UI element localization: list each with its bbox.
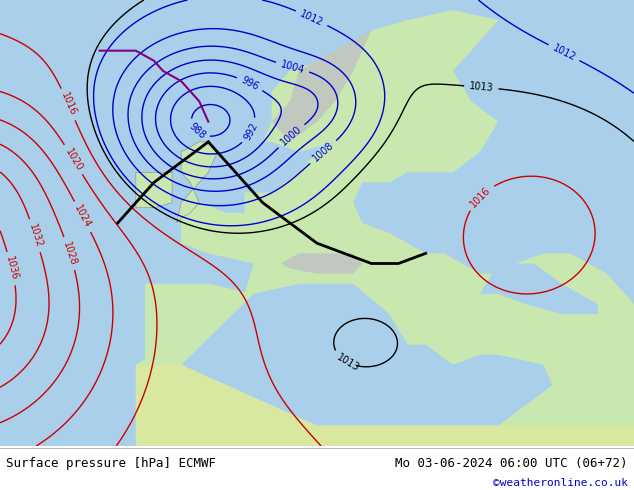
Polygon shape <box>136 10 634 446</box>
Polygon shape <box>136 365 634 446</box>
Text: ©weatheronline.co.uk: ©weatheronline.co.uk <box>493 478 628 488</box>
Text: 1000: 1000 <box>278 124 304 147</box>
Polygon shape <box>177 142 217 223</box>
Text: 1012: 1012 <box>551 43 578 63</box>
Text: 1020: 1020 <box>63 147 84 172</box>
Text: 1016: 1016 <box>469 185 493 209</box>
Polygon shape <box>0 0 634 446</box>
Text: 1004: 1004 <box>280 59 306 75</box>
Text: 1036: 1036 <box>4 255 20 282</box>
Polygon shape <box>145 284 254 365</box>
Polygon shape <box>181 284 552 426</box>
Text: Surface pressure [hPa] ECMWF: Surface pressure [hPa] ECMWF <box>6 457 216 470</box>
Text: 988: 988 <box>186 122 207 141</box>
Text: Mo 03-06-2024 06:00 UTC (06+72): Mo 03-06-2024 06:00 UTC (06+72) <box>395 457 628 470</box>
Polygon shape <box>480 264 598 314</box>
Text: 1012: 1012 <box>299 8 325 28</box>
Polygon shape <box>281 253 362 273</box>
Polygon shape <box>262 10 498 172</box>
Text: 996: 996 <box>240 75 261 92</box>
Text: 1024: 1024 <box>72 203 93 230</box>
Text: 1013: 1013 <box>335 352 361 373</box>
Text: 1008: 1008 <box>311 140 336 164</box>
Text: 992: 992 <box>242 121 260 142</box>
Text: 1032: 1032 <box>27 222 44 249</box>
Text: 1013: 1013 <box>469 81 494 93</box>
Polygon shape <box>272 30 372 142</box>
Text: 1028: 1028 <box>61 240 78 267</box>
Text: 1016: 1016 <box>59 91 78 118</box>
Polygon shape <box>136 172 172 208</box>
